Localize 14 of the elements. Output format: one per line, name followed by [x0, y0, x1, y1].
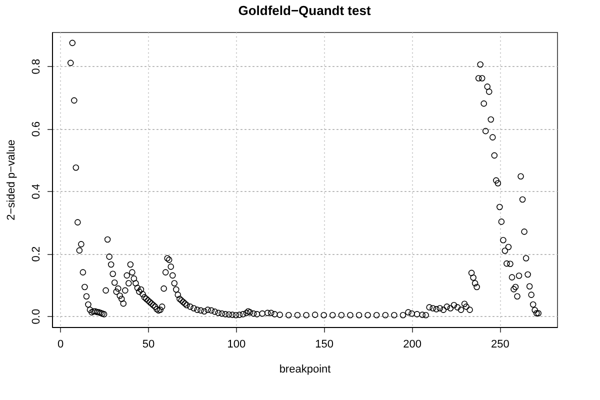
y-tick-label: 0.8 [30, 58, 42, 74]
x-tick-label: 250 [491, 338, 510, 350]
x-tick-label: 150 [315, 338, 334, 350]
y-tick-label: 0.2 [30, 246, 42, 262]
y-tick-label: 0.6 [30, 121, 42, 137]
x-axis-title: breakpoint [279, 364, 331, 376]
x-tick-label: 100 [227, 338, 246, 350]
y-axis-title: 2−sided p−value [6, 140, 18, 220]
x-tick-label: 200 [403, 338, 422, 350]
x-tick-label: 50 [142, 338, 155, 350]
y-tick-label: 0.4 [30, 184, 42, 200]
x-tick-label: 0 [58, 338, 64, 350]
chart-title: Goldfeld−Quandt test [238, 3, 372, 18]
y-tick-label: 0.0 [30, 308, 42, 324]
